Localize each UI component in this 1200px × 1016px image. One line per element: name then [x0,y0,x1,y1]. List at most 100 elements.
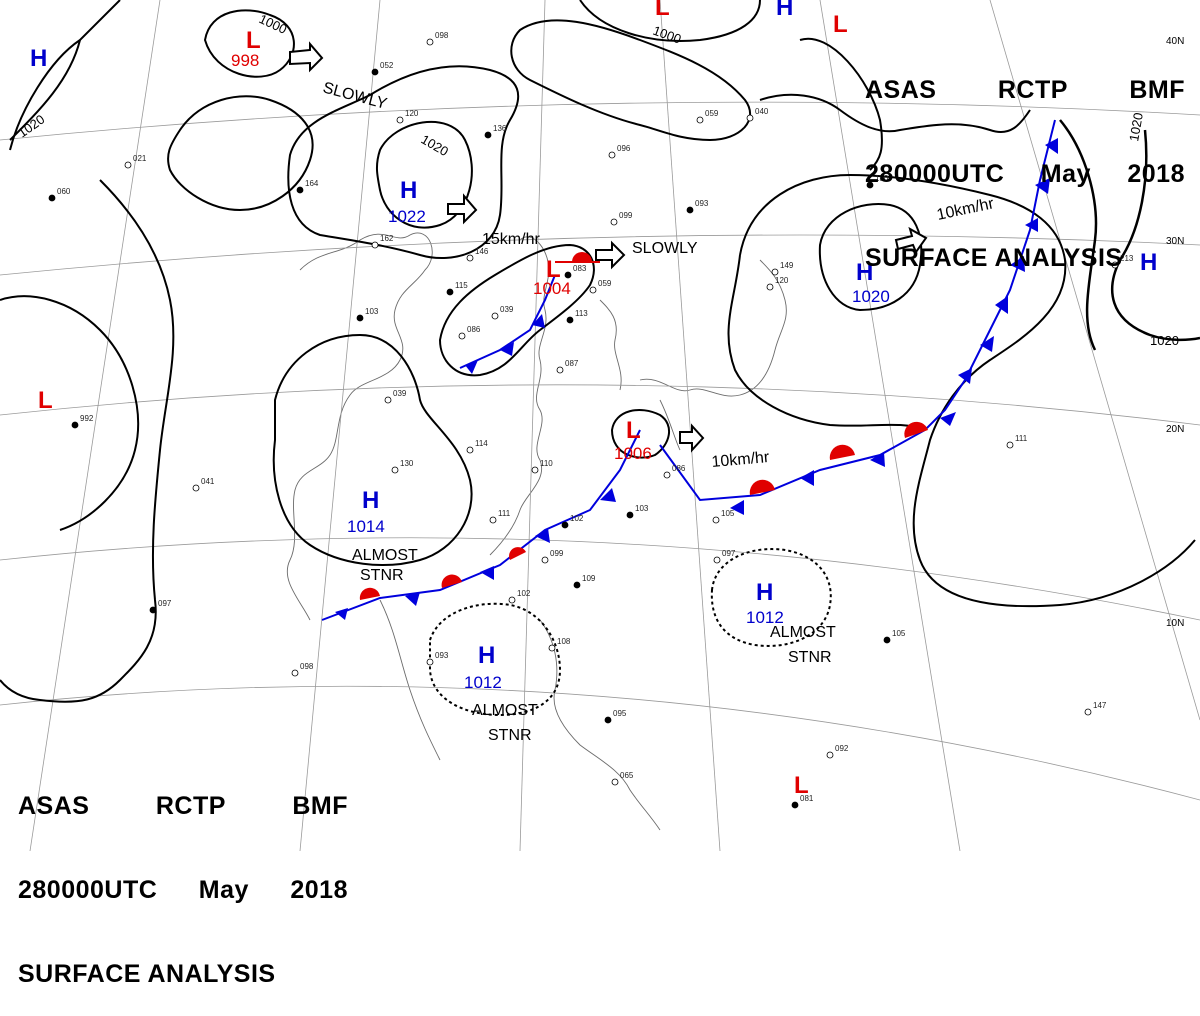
station-dot [426,38,434,46]
warm-front-bump [509,547,526,560]
header-time: 280000UTC [865,160,1005,188]
isobar [9,0,121,151]
cold-front-main [321,119,1058,621]
station-dot [508,596,516,604]
motion-label: SLOWLY [321,79,389,112]
station-dot [491,312,499,320]
high-marker: H [776,0,793,21]
low-pressure-value: 1004 [533,279,571,298]
motion-label: 15km/hr [482,231,540,248]
station-dot [608,151,616,159]
isobar [438,243,595,377]
high-pressure-value: 1014 [347,517,385,536]
station-dot [826,751,834,759]
station-pressure: 105 [721,509,735,518]
isobar [9,39,81,141]
station-pressure: 093 [695,199,709,208]
isobar [0,179,175,703]
stnr-line2: STNR [788,649,832,666]
isobar [799,37,883,171]
cold-front-barb [958,368,972,384]
station-plots: 052 098 120 164 162 146 115 086 039 083 059 099 136 0… [48,31,1134,809]
station-pressure: 097 [722,549,736,558]
station-dot [531,466,539,474]
station-pressure: 052 [380,61,394,70]
low-pressure-value: 998 [231,51,259,70]
station-dot [356,314,364,322]
station-dot [426,658,434,666]
station-pressure: 099 [619,211,633,220]
station-dot [291,669,299,677]
station-pressure: 992 [80,414,94,423]
station-pressure: 213 [1120,254,1134,263]
cold-front-barb [600,488,616,502]
low-pressure-value: 1006 [614,444,652,463]
header-line-2: 280000UTC May 2018 [865,160,1185,188]
warm-front-bump [441,574,462,588]
header-agency: ASAS [865,76,937,104]
lat-label: 20N [1166,424,1184,435]
cold-front-barb [500,342,514,356]
cold-front-barb [480,566,494,580]
station-dot [561,521,569,529]
station-dot [391,466,399,474]
station-pressure: 041 [201,477,215,486]
low-marker: L [626,417,641,444]
station-dot [489,516,497,524]
station-dot [556,366,564,374]
station-dot [696,116,704,124]
station-dot [466,446,474,454]
stnr-line1: ALMOST [352,547,418,564]
station-dot [791,801,799,809]
station-dot [192,484,200,492]
station-dot [1006,441,1014,449]
arrow-icon [679,423,705,453]
station-pressure: 146 [475,247,489,256]
station-dot [746,114,754,122]
station-pressure: 180 [875,174,889,183]
station-dot [589,286,597,294]
cold-front-barb [535,528,550,543]
isobar [579,0,761,42]
isobar-label: 1000 [257,11,290,37]
station-dot [371,68,379,76]
station-pressure: 115 [455,281,468,290]
station-dot [713,556,721,564]
footer-office: BMF [292,792,348,820]
station-dot [1084,708,1092,716]
station-pressure: 021 [133,154,147,163]
isobar [203,9,295,78]
isobar [759,93,1031,133]
header-top: ASAS RCTP BMF 280000UTC May 2018 SURFACE… [865,20,1185,300]
surface-analysis-map: 40N 30N 20N 10N [0,0,1200,988]
station-dot [149,606,157,614]
footer-time: 280000UTC [18,876,158,904]
isobar [272,333,473,566]
arrow-icon [289,41,324,73]
cold-front-barb [730,500,744,515]
station-dot [396,116,404,124]
warm-front-bump [749,479,775,495]
weather-map-svg: 40N 30N 20N 10N [0,0,1200,852]
stnr-line1: ALMOST [770,624,836,641]
station-dot [48,194,56,202]
station-dot [686,206,694,214]
station-pressure: 108 [557,637,571,646]
station-pressure: 086 [672,464,686,473]
footer-year: 2018 [290,876,348,904]
isobar [287,65,520,260]
station-pressure: 098 [300,662,314,671]
high-pressure-value: 1012 [746,608,784,627]
station-pressure: 114 [475,439,488,448]
high-marker: H [756,579,773,606]
cold-front-barb [800,470,814,486]
stnr-line1: ALMOST [472,702,538,719]
low-marker: L [833,11,848,38]
high-pressure-value: 1020 [852,287,890,306]
station-pressure: 103 [635,504,649,513]
low-marker: L [546,256,561,283]
motion-label: SLOWLY [632,240,698,257]
station-pressure: 111 [498,509,511,518]
station-pressure: 098 [435,31,449,40]
station-dot [371,241,379,249]
